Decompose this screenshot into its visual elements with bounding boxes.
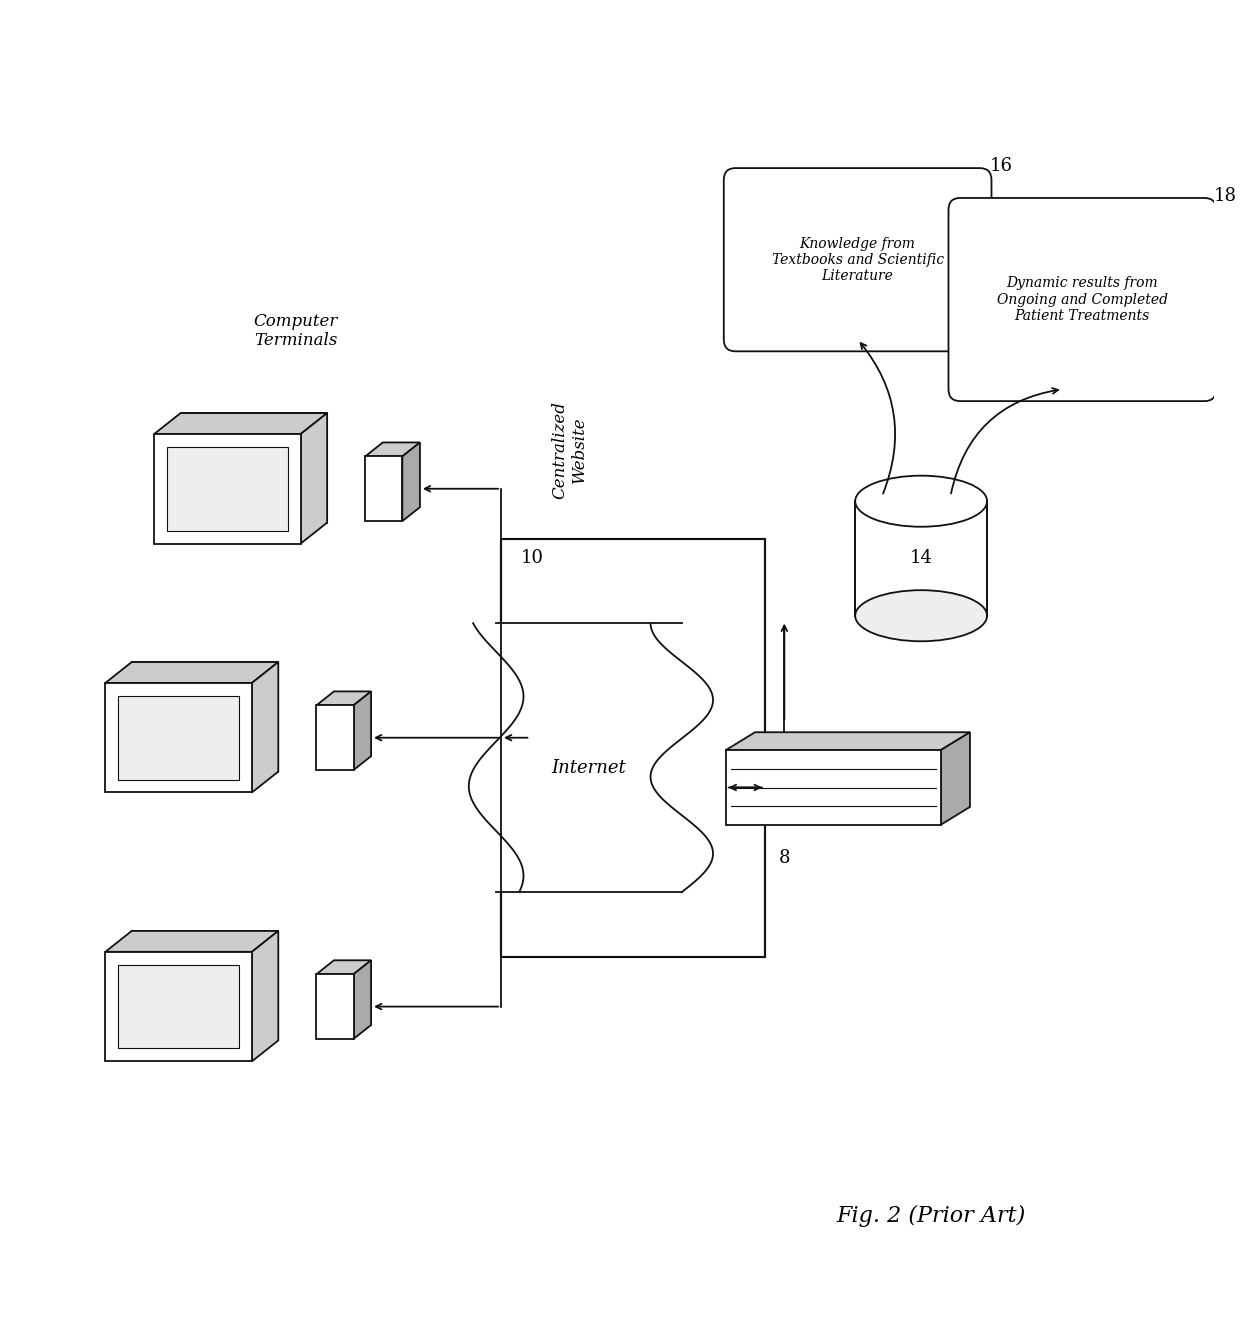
Polygon shape	[105, 682, 252, 792]
Polygon shape	[118, 965, 239, 1049]
Text: Internet: Internet	[552, 759, 626, 776]
FancyBboxPatch shape	[724, 169, 992, 352]
Polygon shape	[131, 931, 278, 1041]
Polygon shape	[316, 961, 371, 974]
Polygon shape	[501, 538, 765, 957]
Polygon shape	[105, 951, 252, 1061]
Polygon shape	[725, 751, 941, 824]
Polygon shape	[118, 696, 239, 780]
Polygon shape	[105, 662, 278, 682]
Polygon shape	[353, 961, 371, 1040]
Polygon shape	[725, 732, 970, 751]
Polygon shape	[252, 662, 278, 792]
Ellipse shape	[856, 475, 987, 527]
Polygon shape	[301, 413, 327, 543]
Ellipse shape	[856, 590, 987, 641]
Polygon shape	[856, 502, 987, 615]
Text: 8: 8	[779, 850, 790, 867]
Text: Dynamic results from
Ongoing and Completed
Patient Treatments: Dynamic results from Ongoing and Complet…	[997, 277, 1168, 322]
Polygon shape	[154, 413, 327, 434]
Polygon shape	[353, 692, 371, 771]
Text: Computer
Terminals: Computer Terminals	[254, 313, 339, 349]
Polygon shape	[105, 931, 278, 951]
Text: Knowledge from
Textbooks and Scientific
Literature: Knowledge from Textbooks and Scientific …	[771, 237, 944, 282]
Text: Centralized
Website: Centralized Website	[551, 401, 588, 499]
Polygon shape	[131, 662, 278, 772]
Text: 16: 16	[990, 157, 1013, 175]
Text: 10: 10	[521, 549, 543, 566]
Polygon shape	[316, 705, 353, 771]
Polygon shape	[252, 931, 278, 1061]
FancyBboxPatch shape	[949, 198, 1216, 401]
Polygon shape	[316, 974, 353, 1040]
Polygon shape	[167, 447, 288, 531]
Text: Fig. 2 (Prior Art): Fig. 2 (Prior Art)	[836, 1204, 1025, 1227]
Text: 18: 18	[1214, 187, 1238, 205]
Polygon shape	[366, 443, 420, 456]
Polygon shape	[316, 692, 371, 705]
Polygon shape	[181, 413, 327, 523]
Polygon shape	[154, 434, 301, 543]
Polygon shape	[941, 732, 970, 824]
Polygon shape	[366, 456, 402, 520]
Polygon shape	[402, 443, 420, 520]
Polygon shape	[496, 624, 682, 892]
Text: 14: 14	[910, 550, 932, 567]
